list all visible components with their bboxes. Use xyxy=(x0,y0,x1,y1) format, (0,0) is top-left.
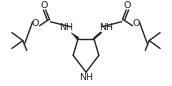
Text: O: O xyxy=(32,19,39,28)
Text: NH: NH xyxy=(59,23,73,32)
Text: O: O xyxy=(133,19,140,28)
Polygon shape xyxy=(71,33,79,40)
Text: O: O xyxy=(41,1,48,10)
Text: O: O xyxy=(124,1,131,10)
Text: NH: NH xyxy=(79,73,93,82)
Text: NH: NH xyxy=(99,23,113,32)
